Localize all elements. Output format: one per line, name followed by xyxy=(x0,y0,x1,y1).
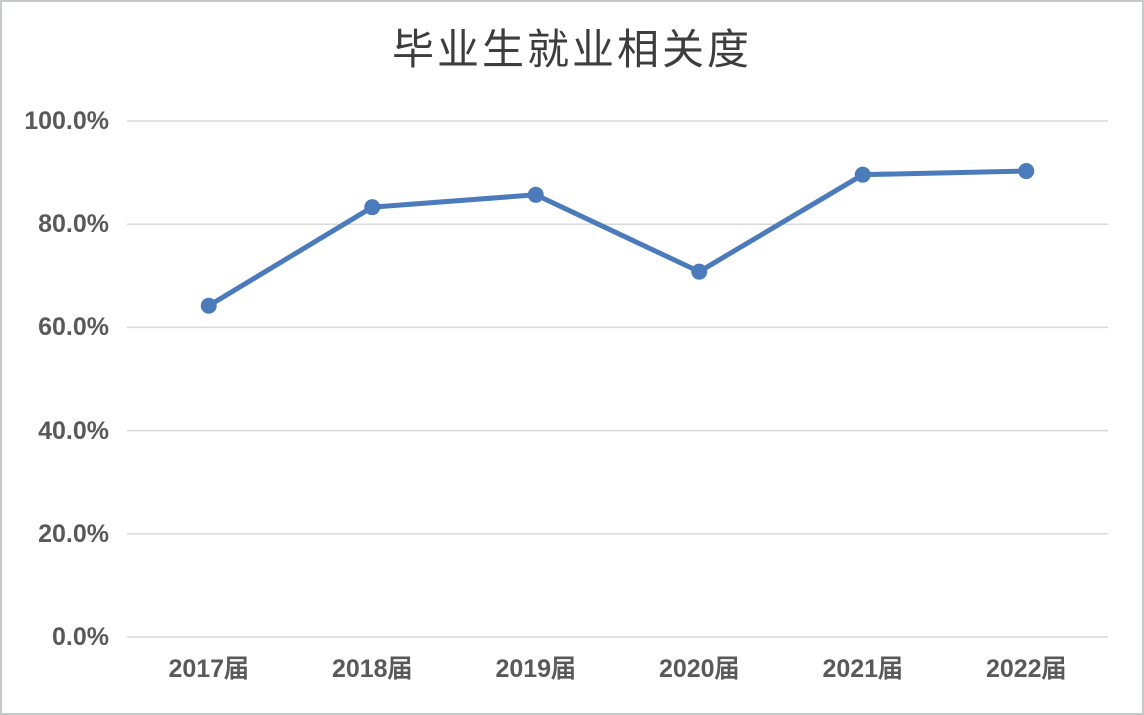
x-tick-label: 2022届 xyxy=(985,655,1067,683)
x-tick-label: 2020届 xyxy=(658,655,740,683)
y-tick-label: 100.0% xyxy=(24,107,109,135)
data-series-line xyxy=(206,168,1029,309)
x-tick-label: 2017届 xyxy=(168,655,250,683)
y-tick-label: 0.0% xyxy=(52,623,109,651)
data-point-marker xyxy=(364,199,381,216)
data-point-marker xyxy=(1018,163,1035,180)
data-point-marker xyxy=(200,297,217,314)
x-tick-label: 2019届 xyxy=(495,655,577,683)
chart-title: 毕业生就业相关度 xyxy=(391,28,752,74)
data-point-marker xyxy=(691,263,708,280)
x-tick-label: 2021届 xyxy=(822,655,904,683)
data-point-marker xyxy=(527,186,544,203)
y-tick-label: 60.0% xyxy=(38,313,109,342)
data-point-marker xyxy=(854,166,871,183)
y-tick-label: 20.0% xyxy=(38,519,109,548)
y-tick-label: 40.0% xyxy=(38,416,109,445)
x-tick-label: 2018届 xyxy=(331,655,413,683)
y-tick-label: 80.0% xyxy=(38,210,109,239)
